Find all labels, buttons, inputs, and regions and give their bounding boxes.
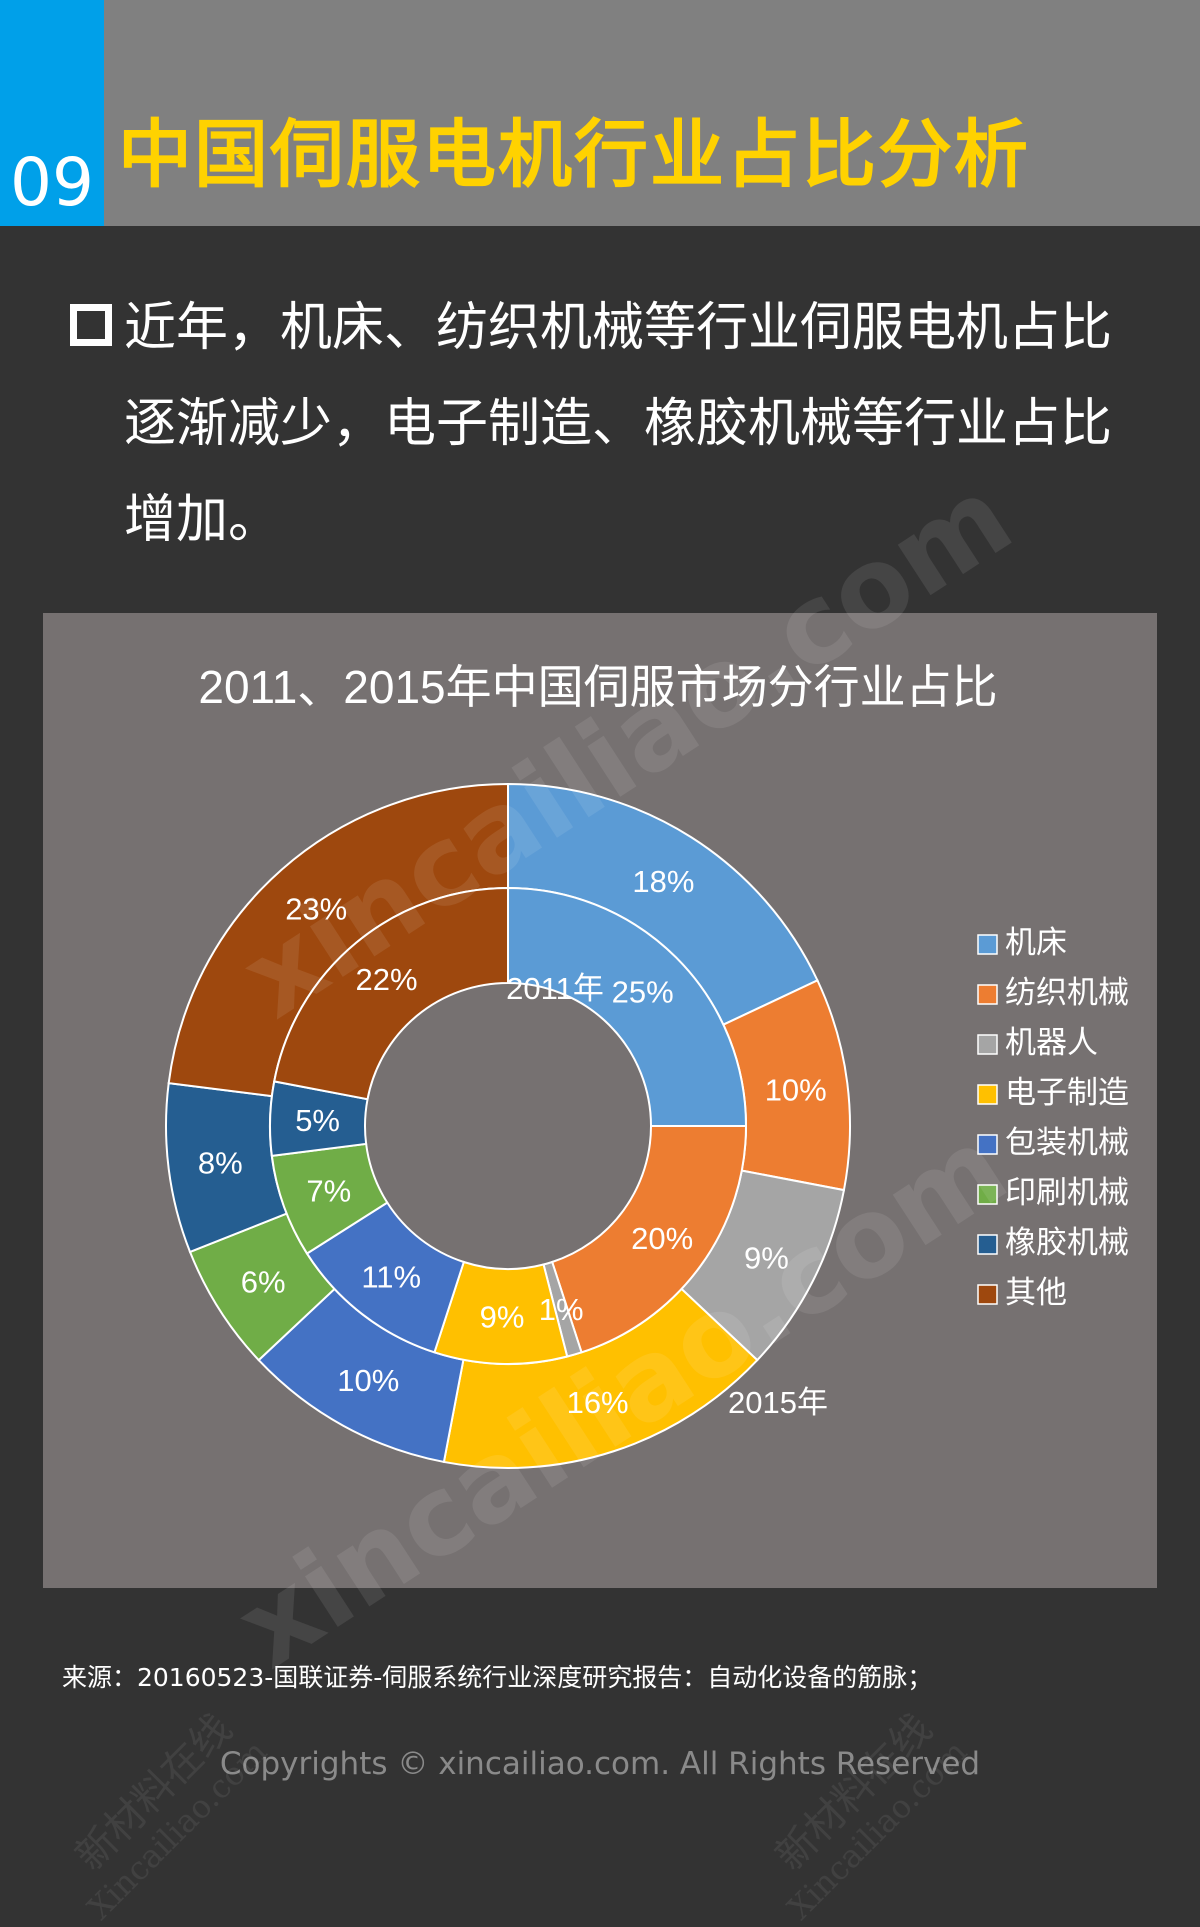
slice-label-inner-0: 25% bbox=[612, 974, 674, 1009]
watermark-small-cn-2: 新材料在线 bbox=[767, 1705, 942, 1880]
slice-label-outer-4: 10% bbox=[337, 1363, 399, 1398]
legend-label-0: 机床 bbox=[1005, 925, 1067, 960]
bullet-square-icon bbox=[70, 304, 112, 346]
slice-label-inner-4: 11% bbox=[361, 1260, 421, 1295]
donut-chart: 2011、2015年中国伺服市场分行业占比 25%20%1%9%11%7%5%2… bbox=[165, 661, 1129, 1469]
legend-swatch-0 bbox=[977, 934, 998, 955]
legend-swatch-3 bbox=[977, 1084, 998, 1105]
legend-swatch-4 bbox=[977, 1134, 998, 1155]
slice-label-inner-5: 7% bbox=[306, 1174, 351, 1209]
chart-panel: 2011、2015年中国伺服市场分行业占比 25% 20% 1% 9% 11% 7% 5% 2… bbox=[43, 613, 1157, 1588]
slice-label-outer-0: 18% bbox=[632, 864, 694, 899]
slice-label-outer-2: 9% bbox=[744, 1241, 789, 1276]
slice-label-inner-3: 9% bbox=[480, 1299, 525, 1334]
slice-label-outer-5: 6% bbox=[241, 1264, 286, 1299]
inner-ring-2011 bbox=[269, 886, 748, 1365]
legend-label-5: 印刷机械 bbox=[1005, 1175, 1129, 1210]
legend-label-7: 其他 bbox=[1005, 1275, 1067, 1310]
legend-swatch-1 bbox=[977, 984, 998, 1005]
legend-label-2: 机器人 bbox=[1005, 1025, 1098, 1060]
watermark-small-cn-1: 新材料在线 bbox=[67, 1705, 242, 1880]
section-number-box: 09 bbox=[0, 0, 104, 226]
slice-label-inner-7: 22% bbox=[356, 962, 418, 997]
legend-swatch-7 bbox=[977, 1284, 998, 1305]
slice-labels: 25% 20% 1% 9% 11% 7% 5% 22% 18% 10% 9% 16% 10% 6% 8% 23… bbox=[198, 864, 827, 1420]
outer-ring-label: 2015年 bbox=[728, 1385, 828, 1420]
page-title: 中国伺服电机行业占比分析 bbox=[118, 112, 1030, 198]
slice-label-inner-1: 20% bbox=[631, 1221, 693, 1256]
slice-label-outer-6: 8% bbox=[198, 1145, 243, 1180]
slice-label-outer-1: 10% bbox=[765, 1073, 827, 1108]
slice-inner-0 bbox=[507, 886, 748, 1127]
header-bar bbox=[0, 0, 1200, 226]
legend-label-1: 纺织机械 bbox=[1005, 975, 1129, 1010]
section-number: 09 bbox=[10, 144, 94, 221]
legend-label-4: 包装机械 bbox=[1005, 1125, 1129, 1160]
slice-label-outer-3: 16% bbox=[567, 1385, 629, 1420]
legend-label-6: 橡胶机械 bbox=[1005, 1225, 1129, 1260]
source-note: 来源：20160523-国联证券-伺服系统行业深度研究报告：自动化设备的筋脉； bbox=[62, 1663, 933, 1692]
slice-inner-1 bbox=[550, 1125, 748, 1354]
slice-inner-7 bbox=[273, 886, 509, 1101]
bullet-text: 近年，机床、纺织机械等行业伺服电机占比逐渐减少，电子制造、橡胶机械等行业占比增加… bbox=[124, 298, 1113, 550]
legend-swatch-2 bbox=[977, 1034, 998, 1055]
slice-label-inner-2: 1% bbox=[539, 1292, 584, 1327]
inner-ring-label: 2011年 bbox=[506, 971, 604, 1006]
copyright-text: Copyrights © xincailiao.com. All Rights … bbox=[219, 1746, 981, 1782]
legend-label-3: 电子制造 bbox=[1005, 1075, 1129, 1110]
outer-ring-2015 bbox=[165, 782, 851, 1469]
legend-swatch-6 bbox=[977, 1234, 998, 1255]
slice-label-outer-7: 23% bbox=[285, 891, 347, 926]
chart-title: 2011、2015年中国伺服市场分行业占比 bbox=[198, 661, 997, 713]
legend-swatch-5 bbox=[977, 1184, 998, 1205]
slice-label-inner-6: 5% bbox=[295, 1103, 340, 1138]
